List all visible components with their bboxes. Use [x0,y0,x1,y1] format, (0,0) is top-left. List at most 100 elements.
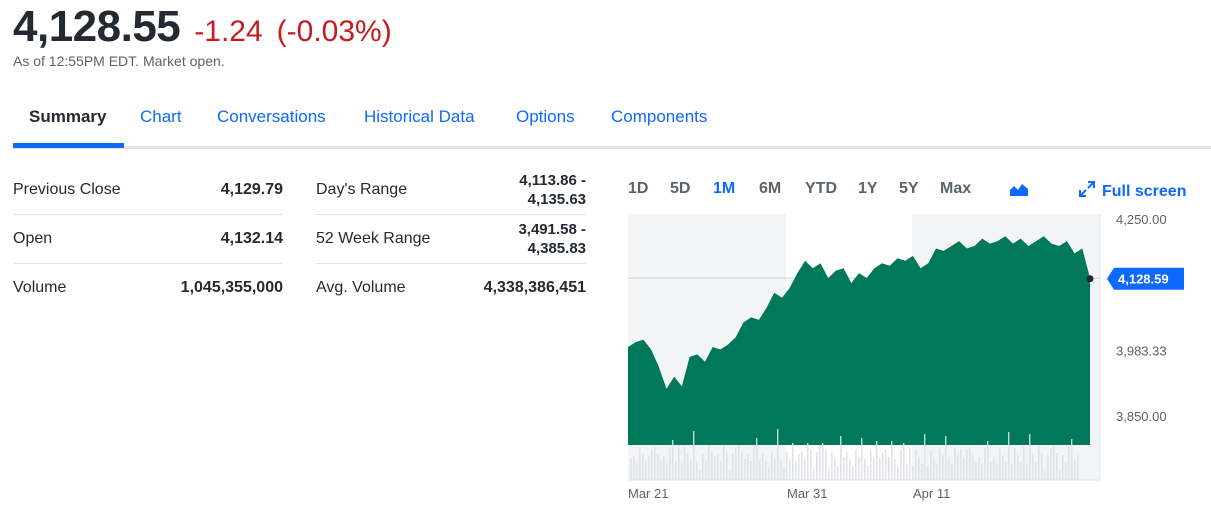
volume-bar [1035,462,1037,480]
volume-bar [960,450,962,480]
volume-bar [960,450,962,480]
volume-bar [819,445,821,480]
volume-bar [828,468,830,480]
volume-bar [969,448,971,480]
volume-bar [681,463,683,480]
volume-bar [912,466,914,480]
volume-bar [903,443,905,480]
stat-row-previous-close: Previous Close 4,129.79 [13,166,283,215]
volume-bar [879,459,881,480]
volume-bar [978,457,980,480]
volume-bar [996,464,998,480]
volume-bar [849,459,851,480]
volume-bar [822,443,824,480]
tab-options[interactable]: Options [516,107,575,126]
volume-bar [882,452,884,480]
range-1d[interactable]: 1D [628,180,649,197]
volume-bar [915,450,917,480]
tab-components[interactable]: Components [611,107,708,126]
volume-bar [798,454,800,480]
volume-bar [801,452,803,480]
volume-bar [837,466,839,480]
range-1m[interactable]: 1M [713,180,736,197]
volume-bar [966,450,968,480]
volume-bar [813,468,815,480]
volume-bar [963,457,965,480]
fullscreen-button[interactable]: Full screen [1078,180,1186,203]
volume-bar [954,448,956,480]
volume-bar [660,461,662,480]
range-5d[interactable]: 5D [670,180,691,197]
volume-bar [924,434,926,480]
tab-historical-data[interactable]: Historical Data [364,107,475,126]
volume-bar [639,447,641,480]
range-ytd[interactable]: YTD [805,180,837,197]
volume-bar [984,448,986,480]
volume-bar [816,452,818,480]
volume-bar [1005,462,1007,480]
volume-bar [888,457,890,480]
volume-bar [768,468,770,480]
mountain-chart-icon[interactable] [1009,181,1029,202]
quote-nav-tabs: Summary Chart Conversations Historical D… [13,101,1211,149]
volume-bar [1050,448,1052,480]
volume-bar [906,464,908,480]
volume-bar [795,461,797,480]
stat-value: 4,132.14 [220,230,283,247]
volume-bar [774,459,776,480]
volume-bar [897,466,899,480]
stat-row-open: Open 4,132.14 [13,215,283,264]
volume-bar [693,431,695,480]
tab-chart[interactable]: Chart [140,107,182,126]
volume-bar [672,440,674,480]
volume-bar [1020,462,1022,480]
volume-bar [696,463,698,480]
volume-bar [828,468,830,480]
volume-bar [675,461,677,480]
volume-bar [876,441,878,480]
volume-bar [729,470,731,480]
volume-bar [741,452,743,480]
volume-bar [726,452,728,480]
volume-bar [729,470,731,480]
volume-bar [930,450,932,480]
volume-bar [975,462,977,480]
volume-bar [1020,462,1022,480]
volume-bar [735,447,737,480]
current-price-tag [1107,267,1184,290]
volume-bar [633,456,635,480]
volume-bar [648,456,650,480]
volume-bar [867,466,869,480]
volume-bar [819,445,821,480]
volume-bar [1047,455,1049,480]
volume-bar [780,461,782,480]
range-6m[interactable]: 6M [759,180,782,197]
range-1y[interactable]: 1Y [858,180,878,197]
volume-bar [801,452,803,480]
volume-bar [630,458,632,480]
range-max[interactable]: Max [940,180,972,197]
volume-bar [1050,448,1052,480]
volume-bar [945,436,947,480]
volume-bar [714,456,716,480]
volume-bar [1014,448,1016,480]
tab-conversations[interactable]: Conversations [217,107,326,126]
volume-bar [678,445,680,480]
volume-bar [987,441,989,480]
volume-bar [663,456,665,480]
volume-bar [633,456,635,480]
range-5y[interactable]: 5Y [899,180,919,197]
chart-band [786,214,912,480]
volume-bar [771,452,773,480]
volume-bar [723,445,725,480]
tab-summary[interactable]: Summary [29,107,107,126]
range-high: 4,135.63 [527,191,586,208]
volume-bar [897,466,899,480]
volume-bar [777,429,779,480]
volume-bar [720,461,722,480]
volume-bar [690,461,692,480]
volume-bar [744,459,746,480]
volume-bar [993,457,995,480]
volume-bar [717,454,719,480]
volume-bar [1077,455,1079,480]
